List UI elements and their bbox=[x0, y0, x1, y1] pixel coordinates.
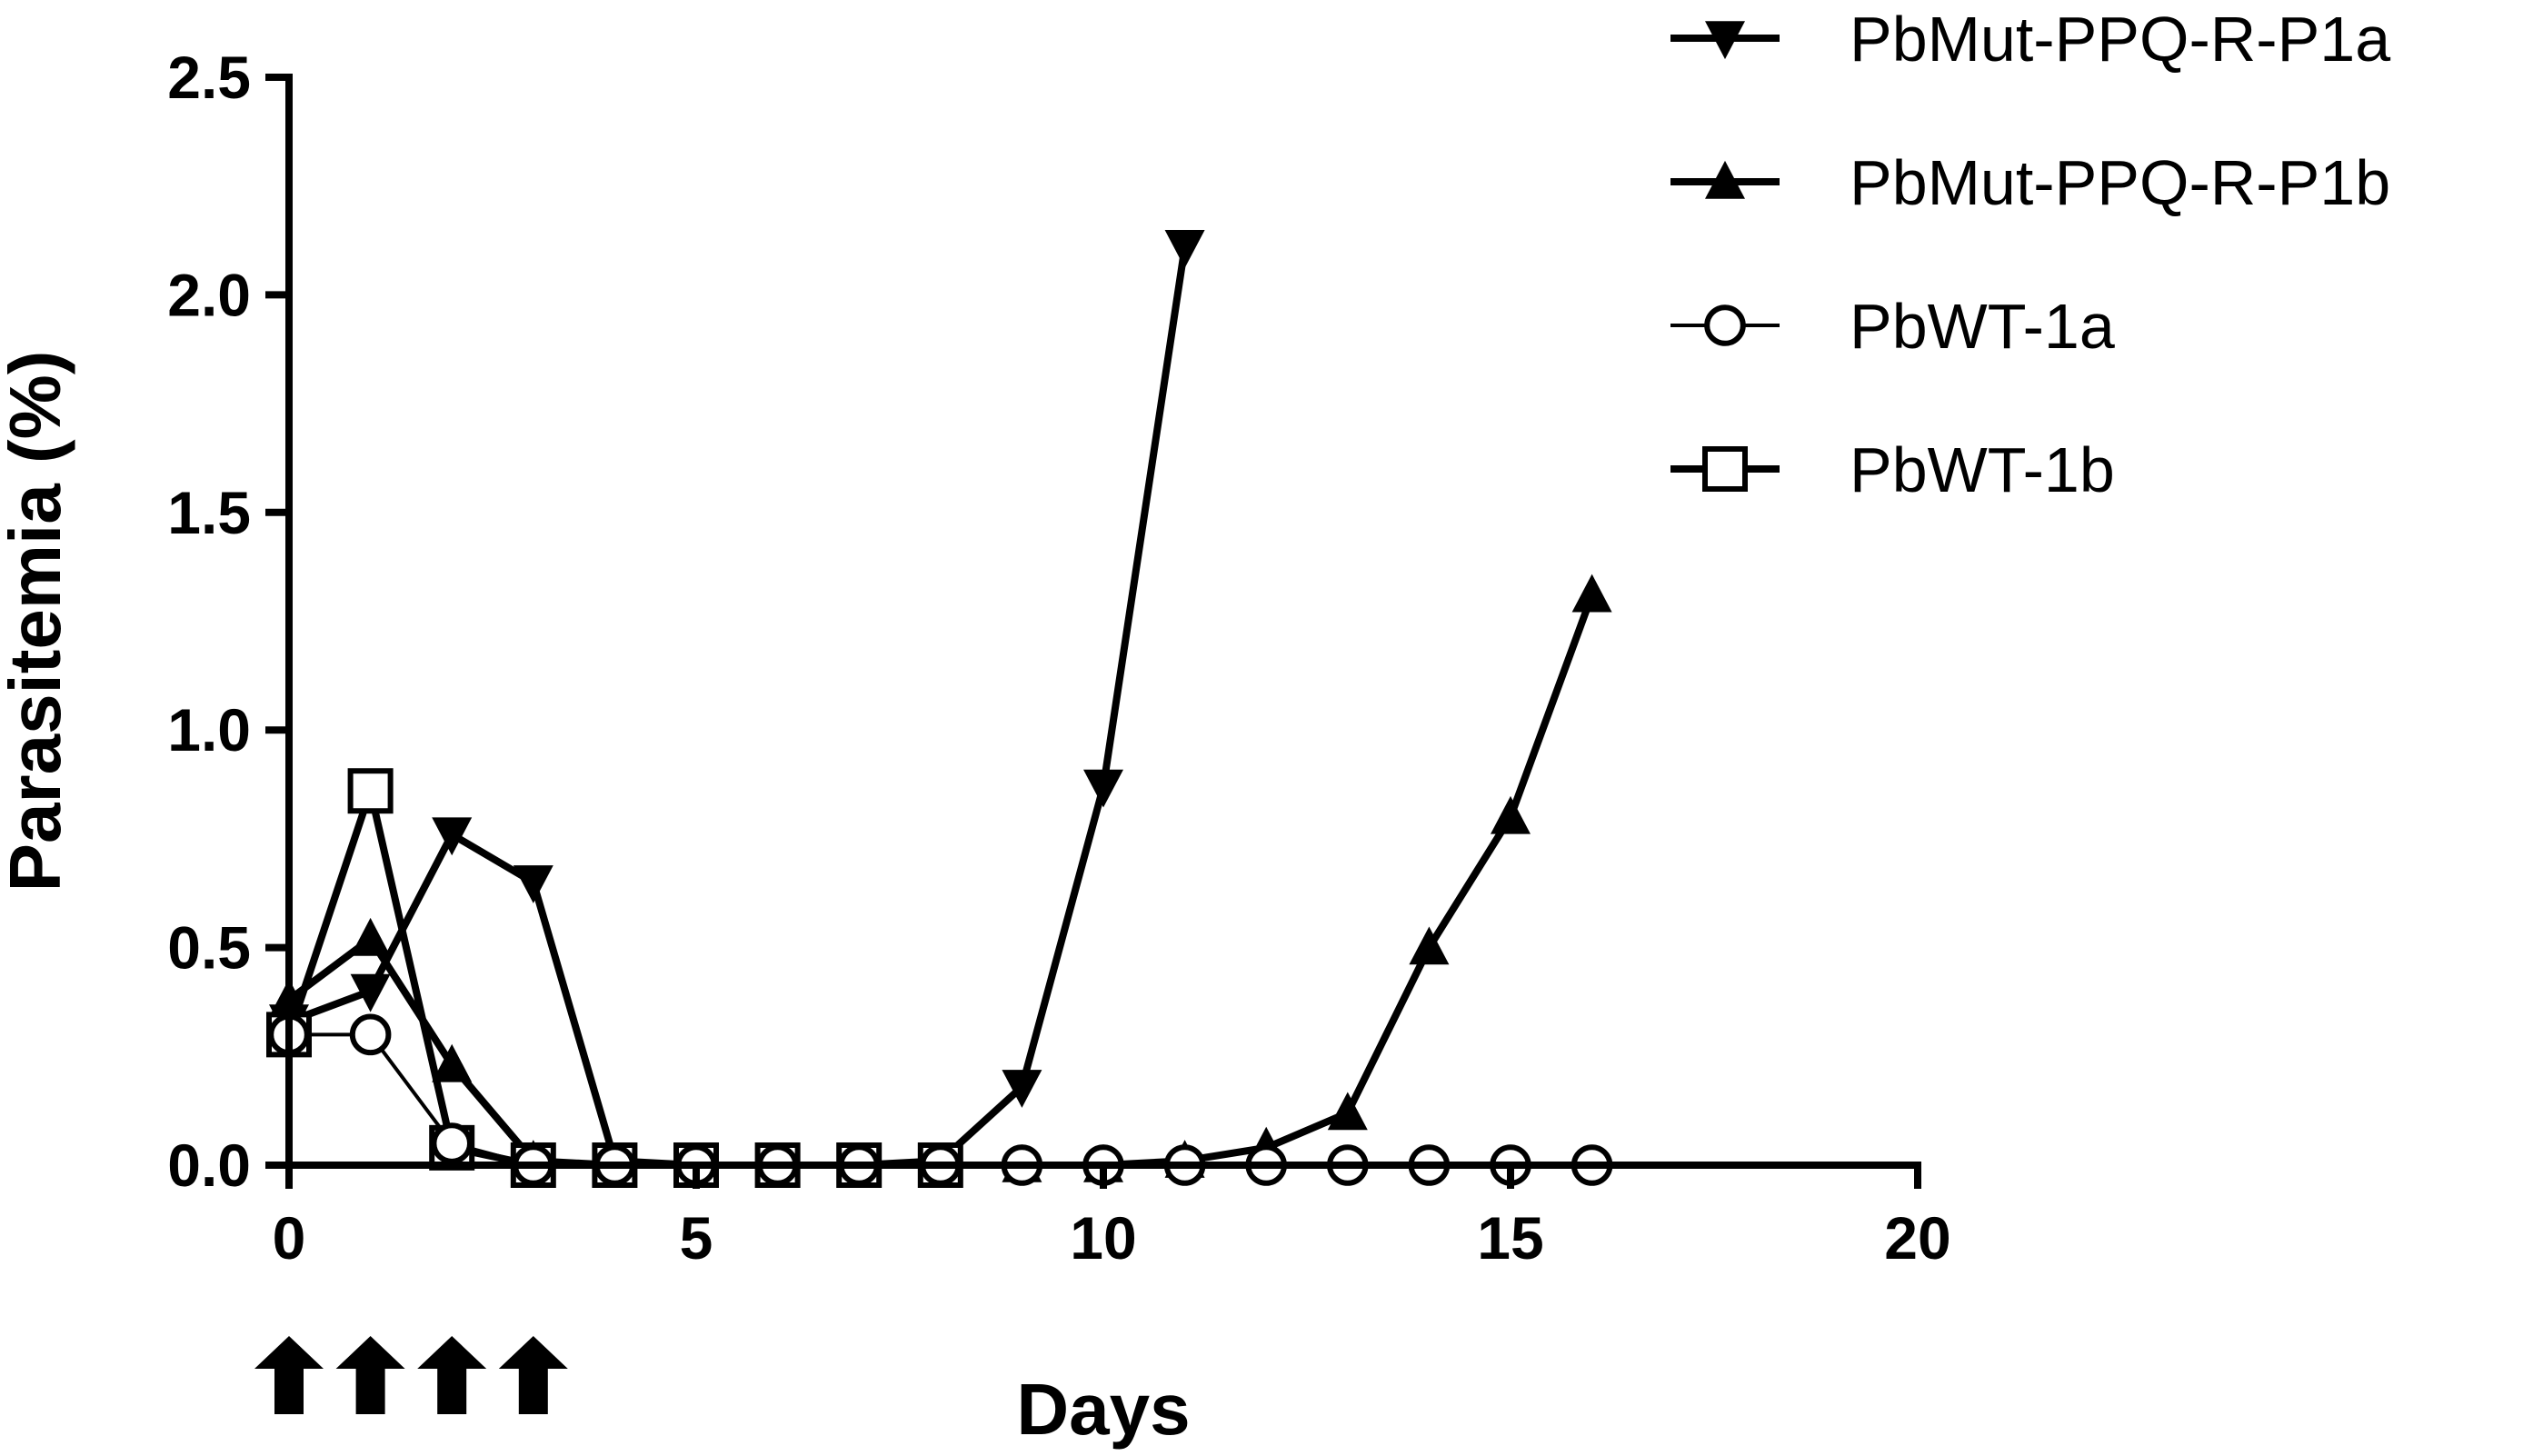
legend-item: PbMut-PPQ-R-P1b bbox=[1670, 147, 2390, 218]
y-tick-label: 0.0 bbox=[167, 1132, 251, 1199]
data-point bbox=[513, 865, 553, 903]
data-point bbox=[1164, 230, 1205, 268]
y-axis-title: Parasitemia (%) bbox=[0, 351, 75, 893]
treatment-arrow-icon bbox=[335, 1336, 405, 1414]
data-point bbox=[1704, 304, 1746, 346]
data-point bbox=[1491, 795, 1531, 834]
y-ticks: 0.0 0.5 1.0 1.5 2.0 2.5 bbox=[167, 44, 289, 1199]
data-point bbox=[431, 1122, 474, 1164]
legend-label: PbWT-1a bbox=[1850, 291, 2115, 362]
x-ticks: 0 5 10 15 20 bbox=[273, 1165, 1951, 1272]
data-point bbox=[1083, 769, 1123, 808]
data-point bbox=[1705, 21, 1745, 60]
data-point bbox=[1327, 1092, 1368, 1131]
data-point bbox=[432, 1043, 473, 1082]
x-tick-label: 15 bbox=[1477, 1204, 1543, 1272]
x-axis-title: Days bbox=[1016, 1369, 1190, 1450]
legend-label: PbMut-PPQ-R-P1b bbox=[1850, 147, 2390, 218]
y-tick-label: 0.5 bbox=[167, 914, 251, 982]
x-tick-label: 20 bbox=[1884, 1204, 1950, 1272]
treatment-arrow-icon bbox=[498, 1336, 568, 1414]
series-PbMut-PPQ-R-P1a bbox=[269, 230, 1205, 1187]
data-point bbox=[1702, 446, 1748, 492]
legend-item: PbWT-1a bbox=[1670, 291, 2115, 362]
treatment-arrows bbox=[254, 1336, 568, 1414]
data-point bbox=[432, 817, 473, 856]
legend-item: PbWT-1b bbox=[1670, 434, 2115, 505]
treatment-arrow-icon bbox=[254, 1336, 324, 1414]
y-tick-label: 1.5 bbox=[167, 479, 251, 546]
series-PbMut-PPQ-R-P1b bbox=[269, 573, 1612, 1182]
x-tick-label: 5 bbox=[680, 1204, 713, 1272]
y-tick-label: 1.0 bbox=[167, 696, 251, 763]
series-line bbox=[286, 593, 1596, 1169]
treatment-arrow-icon bbox=[417, 1336, 487, 1414]
legend-item: PbMut-PPQ-R-P1a bbox=[1670, 4, 2390, 75]
data-point bbox=[350, 973, 391, 1012]
axes: 0.0 0.5 1.0 1.5 2.0 2.5 0 5 10 15 20 bbox=[167, 44, 1950, 1272]
series-layer bbox=[266, 230, 1613, 1188]
x-tick-label: 0 bbox=[273, 1204, 306, 1272]
legend: PbMut-PPQ-R-P1a PbMut-PPQ-R-P1b PbWT-1a PbW… bbox=[1670, 4, 2390, 505]
y-tick-label: 2.5 bbox=[167, 44, 251, 111]
legend-label: PbMut-PPQ-R-P1a bbox=[1850, 4, 2390, 75]
data-point bbox=[1002, 1070, 1042, 1108]
data-point bbox=[1705, 160, 1745, 199]
data-point bbox=[1571, 573, 1612, 613]
data-point bbox=[1409, 926, 1450, 965]
data-point bbox=[350, 917, 391, 956]
x-tick-label: 10 bbox=[1070, 1204, 1136, 1272]
data-point bbox=[347, 768, 394, 814]
y-tick-label: 2.0 bbox=[167, 261, 251, 328]
legend-label: PbWT-1b bbox=[1850, 434, 2115, 505]
data-point bbox=[349, 1013, 392, 1056]
